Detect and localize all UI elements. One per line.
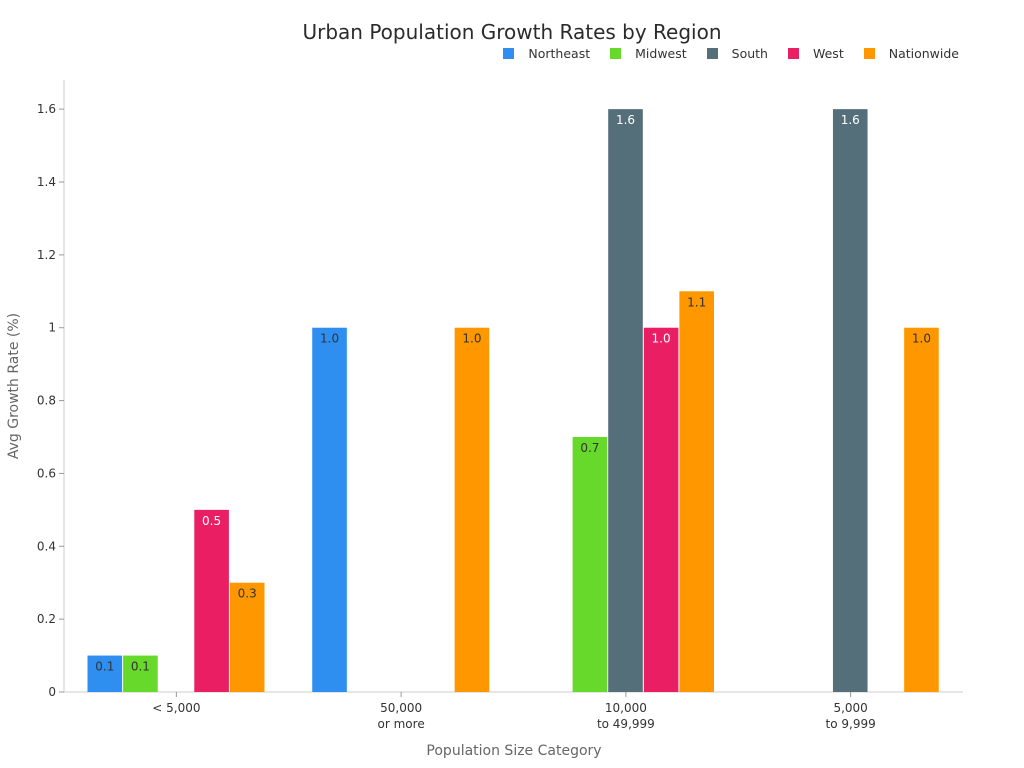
legend-item-west[interactable]: West [787, 46, 844, 61]
legend-label-nationwide: Nationwide [888, 46, 959, 61]
x-tick-label: 5,000 [833, 701, 867, 715]
y-tick-label: 1.4 [37, 175, 56, 189]
legend-swatch-south [706, 48, 718, 59]
bar-south[interactable] [832, 109, 868, 692]
data-label-midwest: 0.7 [580, 441, 599, 455]
bar-south[interactable] [608, 109, 643, 692]
legend-label-northeast: Northeast [528, 46, 591, 61]
x-axis-title: Population Size Category [426, 743, 601, 759]
bar-west[interactable] [643, 327, 679, 692]
y-tick-label: 0.2 [37, 612, 56, 626]
data-labels: 0.1 1.0 0.1 0.7 1.6 1.6 0.5 1.0 0.3 1.0 1.1 1.0 [95, 113, 931, 673]
legend-item-nationwide[interactable]: Nationwide [863, 46, 959, 61]
bar-northeast[interactable] [312, 327, 347, 692]
legend-item-midwest[interactable]: Midwest [610, 46, 687, 61]
data-label-nationwide: 0.3 [238, 587, 257, 601]
axes: 0 0.2 0.4 0.6 0.8 1 1.2 1.4 1.6 < 5,000 50,000 or m… [37, 80, 963, 731]
y-tick-label: 1.6 [37, 102, 56, 116]
legend-swatch-midwest [610, 48, 622, 59]
data-label-northeast: 1.0 [320, 332, 339, 346]
data-label-nationwide: 1.0 [912, 332, 931, 346]
bar-nationwide[interactable] [454, 327, 490, 692]
legend-label-midwest: Midwest [635, 46, 687, 61]
y-tick-label: 0.4 [37, 539, 56, 553]
x-tick-label: 50,000 [380, 701, 422, 715]
data-label-northeast: 0.1 [95, 660, 114, 674]
chart-title: Urban Population Growth Rates by Region [302, 20, 722, 44]
y-tick-label: 0 [48, 685, 56, 699]
y-tick-label: 1 [48, 321, 56, 335]
y-axis-title: Avg Growth Rate (%) [6, 313, 22, 459]
legend-swatch-northeast [503, 48, 515, 59]
data-label-west: 0.5 [202, 514, 221, 528]
legend-label-west: West [812, 46, 844, 61]
legend-swatch-west [787, 48, 799, 59]
bar-midwest[interactable] [123, 655, 158, 692]
data-label-south: 1.6 [616, 113, 635, 127]
y-tick-label: 0.6 [37, 466, 56, 480]
data-label-midwest: 0.1 [131, 660, 150, 674]
bar-nationwide[interactable] [679, 291, 714, 692]
bar-nationwide[interactable] [229, 582, 265, 692]
bar-midwest[interactable] [572, 437, 608, 692]
data-label-south: 1.6 [841, 113, 860, 127]
data-label-nationwide: 1.0 [462, 332, 481, 346]
legend-item-northeast[interactable]: Northeast [503, 46, 590, 61]
bar-nationwide[interactable] [904, 327, 939, 692]
x-tick-label: 10,000 [605, 701, 647, 715]
legend-swatch-nationwide [863, 48, 875, 59]
legend: Northeast Midwest South West Nationwide [483, 46, 959, 61]
y-tick-label: 1.2 [37, 248, 56, 262]
x-tick-label-line2: or more [378, 717, 425, 731]
data-label-west: 1.0 [652, 332, 671, 346]
bars [87, 109, 939, 692]
bar-northeast[interactable] [87, 655, 123, 692]
x-tick-label-line2: to 9,999 [826, 717, 876, 731]
bar-west[interactable] [194, 509, 229, 692]
y-tick-label: 0.8 [37, 394, 56, 408]
legend-item-south[interactable]: South [706, 46, 768, 61]
data-label-nationwide: 1.1 [687, 295, 706, 309]
legend-label-south: South [731, 46, 768, 61]
x-tick-label: < 5,000 [152, 701, 200, 715]
x-tick-label-line2: to 49,999 [597, 717, 655, 731]
